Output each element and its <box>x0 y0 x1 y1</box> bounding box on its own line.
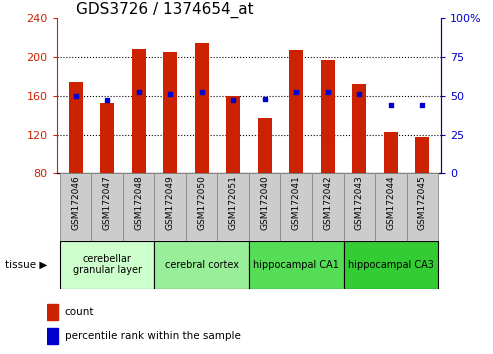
Text: tissue ▶: tissue ▶ <box>5 259 47 270</box>
Bar <box>47 304 58 320</box>
Bar <box>195 43 209 173</box>
Bar <box>163 52 177 173</box>
Text: GSM172051: GSM172051 <box>229 176 238 230</box>
Bar <box>69 82 83 173</box>
FancyBboxPatch shape <box>249 241 344 289</box>
FancyBboxPatch shape <box>123 173 154 241</box>
Text: cerebral cortex: cerebral cortex <box>165 259 239 270</box>
FancyBboxPatch shape <box>344 241 438 289</box>
Text: GSM172041: GSM172041 <box>292 176 301 230</box>
FancyBboxPatch shape <box>344 173 375 241</box>
FancyBboxPatch shape <box>186 173 217 241</box>
Text: GSM172045: GSM172045 <box>418 176 427 230</box>
Text: hippocampal CA3: hippocampal CA3 <box>348 259 434 270</box>
FancyBboxPatch shape <box>154 173 186 241</box>
FancyBboxPatch shape <box>91 173 123 241</box>
Bar <box>132 49 146 173</box>
Point <box>71 93 79 98</box>
Bar <box>352 84 366 173</box>
Point <box>292 90 300 95</box>
FancyBboxPatch shape <box>60 173 91 241</box>
Text: count: count <box>65 307 94 317</box>
Text: GSM172047: GSM172047 <box>103 176 111 230</box>
Point <box>324 90 332 95</box>
Text: GSM172046: GSM172046 <box>71 176 80 230</box>
Text: cerebellar
granular layer: cerebellar granular layer <box>72 254 141 275</box>
Text: hippocampal CA1: hippocampal CA1 <box>253 259 339 270</box>
Point <box>419 102 426 108</box>
Bar <box>415 137 429 173</box>
Text: GSM172042: GSM172042 <box>323 176 332 230</box>
Bar <box>100 103 114 173</box>
Text: percentile rank within the sample: percentile rank within the sample <box>65 331 241 341</box>
Point <box>229 97 237 103</box>
FancyBboxPatch shape <box>375 173 407 241</box>
Text: GSM172049: GSM172049 <box>166 176 175 230</box>
Text: GSM172040: GSM172040 <box>260 176 269 230</box>
Point <box>387 102 395 108</box>
Text: GDS3726 / 1374654_at: GDS3726 / 1374654_at <box>76 1 253 18</box>
Text: GSM172050: GSM172050 <box>197 176 206 230</box>
Text: GSM172043: GSM172043 <box>355 176 364 230</box>
Point <box>103 97 111 103</box>
Point <box>166 91 174 97</box>
FancyBboxPatch shape <box>281 173 312 241</box>
Point <box>261 96 269 102</box>
Point <box>355 91 363 97</box>
Bar <box>289 50 303 173</box>
Bar <box>226 96 240 173</box>
FancyBboxPatch shape <box>249 173 281 241</box>
Bar <box>320 59 335 173</box>
Text: GSM172044: GSM172044 <box>387 176 395 230</box>
Point <box>135 90 142 95</box>
FancyBboxPatch shape <box>217 173 249 241</box>
Bar <box>384 132 398 173</box>
FancyBboxPatch shape <box>312 173 344 241</box>
FancyBboxPatch shape <box>60 241 154 289</box>
Text: GSM172048: GSM172048 <box>134 176 143 230</box>
FancyBboxPatch shape <box>407 173 438 241</box>
Bar <box>47 328 58 344</box>
FancyBboxPatch shape <box>154 241 249 289</box>
Bar <box>258 118 272 173</box>
Point <box>198 90 206 95</box>
